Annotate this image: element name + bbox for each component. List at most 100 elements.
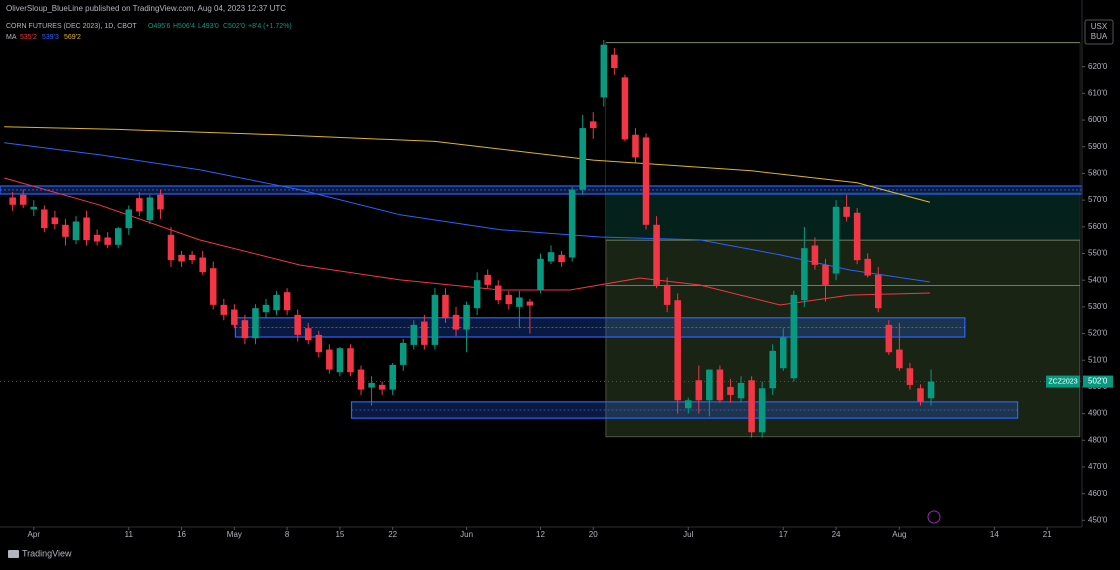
ohlc-value: O495'6 bbox=[148, 23, 170, 30]
y-tick-label: 600'0 bbox=[1088, 115, 1108, 124]
candle-body bbox=[611, 54, 618, 69]
ma-label: MA bbox=[6, 34, 17, 41]
candle-body bbox=[801, 248, 808, 301]
candle-body bbox=[167, 234, 175, 261]
candle-body bbox=[674, 300, 681, 401]
footer-brand: TradingView bbox=[22, 548, 72, 558]
moving-average bbox=[4, 126, 931, 203]
candle-body bbox=[315, 334, 323, 353]
x-tick-label: Apr bbox=[28, 530, 41, 539]
x-tick-label: 20 bbox=[589, 530, 598, 539]
candle-body bbox=[431, 294, 439, 345]
candle-body bbox=[864, 258, 871, 276]
candle-body bbox=[304, 328, 312, 341]
tv-logo bbox=[8, 550, 19, 558]
publisher: OliverSloup_BlueLine published on Tradin… bbox=[6, 4, 286, 13]
candle-body bbox=[199, 257, 206, 273]
candle-body bbox=[600, 44, 608, 98]
ohlc-value: L493'0 bbox=[198, 23, 219, 30]
candle-body bbox=[558, 254, 565, 263]
x-tick-label: Jun bbox=[460, 530, 473, 539]
ma-value: 535'2 bbox=[20, 34, 37, 41]
event-icon[interactable] bbox=[927, 510, 941, 524]
candle-body bbox=[653, 224, 660, 285]
candle-body bbox=[779, 337, 787, 369]
units: USX bbox=[1091, 22, 1108, 31]
candle-body bbox=[357, 369, 365, 390]
candle-body bbox=[568, 189, 576, 258]
y-tick-label: 620'0 bbox=[1088, 62, 1108, 71]
candle-body bbox=[273, 294, 280, 311]
x-tick-label: 14 bbox=[990, 530, 999, 539]
candle-body bbox=[716, 369, 724, 401]
plot-area bbox=[0, 40, 1083, 438]
candle-body bbox=[748, 380, 755, 433]
ohlc-legend: O495'6 H506'4 L493'0 C502'0 +8'4 (+1.72%) bbox=[148, 23, 292, 30]
y-tick-label: 470'0 bbox=[1088, 462, 1108, 471]
candle-body bbox=[547, 252, 555, 262]
footer-bar bbox=[0, 544, 1120, 565]
candle-body bbox=[220, 304, 228, 315]
ma-value: 569'2 bbox=[64, 34, 81, 41]
candle-body bbox=[537, 258, 544, 290]
symbol: CORN FUTURES (DEC 2023), 1D, CBOT bbox=[6, 23, 137, 30]
candle-body bbox=[737, 382, 745, 399]
candle-body bbox=[684, 400, 692, 409]
candle-body bbox=[811, 245, 819, 265]
ohlc-value: +8'4 (+1.72%) bbox=[248, 23, 292, 30]
y-tick-label: 460'0 bbox=[1088, 489, 1108, 498]
candle-body bbox=[30, 206, 38, 210]
candle-body bbox=[758, 388, 766, 433]
candle-body bbox=[906, 368, 914, 385]
candle-body bbox=[51, 217, 59, 225]
candle-body bbox=[516, 297, 523, 307]
y-tick-label: 610'0 bbox=[1088, 89, 1108, 98]
x-tick-label: 17 bbox=[779, 530, 788, 539]
candle-body bbox=[706, 369, 713, 401]
candle-body bbox=[442, 294, 449, 319]
candle-body bbox=[347, 348, 354, 373]
candle-body bbox=[790, 294, 798, 379]
candle-body bbox=[125, 209, 133, 229]
candle-body bbox=[663, 284, 671, 305]
ma-legend: 535'2 539'3 569'2 bbox=[20, 34, 81, 41]
position-top-area bbox=[605, 42, 1080, 193]
candle-body bbox=[209, 268, 217, 305]
candle-body bbox=[188, 254, 196, 261]
candle-body bbox=[262, 304, 270, 313]
units-box bbox=[1084, 19, 1114, 45]
x-tick-label: Aug bbox=[892, 530, 906, 539]
x-tick-label: 11 bbox=[125, 530, 134, 539]
candle-body bbox=[505, 294, 513, 305]
candle-body bbox=[853, 212, 861, 261]
candle-body bbox=[178, 254, 185, 262]
y-tick-label: 580'0 bbox=[1088, 169, 1108, 178]
candle-body bbox=[695, 380, 703, 401]
candle-body bbox=[621, 77, 629, 140]
candle-body bbox=[294, 314, 301, 335]
candle-body bbox=[769, 350, 776, 389]
candle-body bbox=[72, 221, 80, 241]
symbol-tag-box bbox=[1046, 375, 1080, 388]
y-tick-label: 530'0 bbox=[1088, 302, 1108, 311]
candle-body bbox=[283, 292, 291, 311]
x-tick-label: 16 bbox=[177, 530, 186, 539]
candle-body bbox=[93, 234, 101, 242]
candle-body bbox=[378, 384, 386, 390]
candle-body bbox=[452, 314, 460, 330]
candle-body bbox=[83, 217, 90, 241]
candle-body bbox=[896, 349, 903, 369]
last-price-box bbox=[1083, 375, 1113, 388]
candle-body bbox=[843, 206, 850, 217]
candle-body bbox=[62, 224, 69, 237]
y-tick-label: 520'0 bbox=[1088, 329, 1108, 338]
candle-body bbox=[832, 206, 840, 274]
candle-body bbox=[885, 324, 893, 353]
candle-body bbox=[579, 128, 586, 190]
candle-body bbox=[822, 264, 829, 285]
y-tick-label: 540'0 bbox=[1088, 275, 1108, 284]
candle-body bbox=[231, 309, 238, 325]
candle-body bbox=[632, 134, 639, 158]
candle-body bbox=[727, 386, 734, 395]
